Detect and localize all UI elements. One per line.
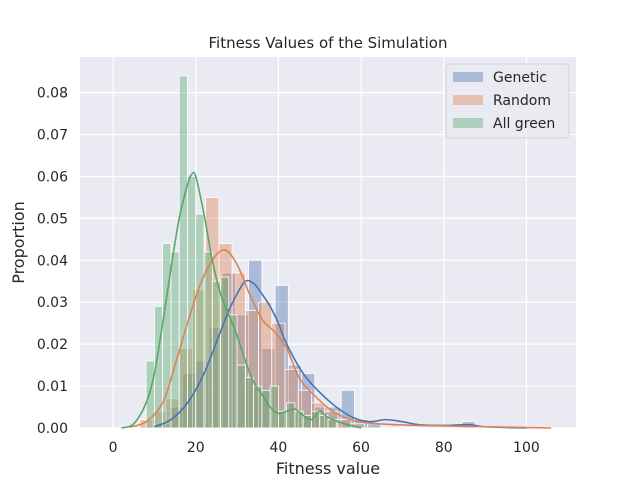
chart-title: Fitness Values of the Simulation xyxy=(208,34,447,52)
x-tick-label: 40 xyxy=(269,440,287,456)
histogram-bar xyxy=(269,385,279,429)
legend-box xyxy=(445,63,570,139)
density-curves xyxy=(121,171,552,429)
legend-swatch xyxy=(453,118,483,128)
y-tick-label: 0.01 xyxy=(37,379,68,395)
legend-label: Random xyxy=(493,93,551,109)
x-tick-label: 60 xyxy=(352,440,370,456)
histogram-bar xyxy=(236,364,246,429)
legend-swatch xyxy=(453,95,483,105)
y-axis-label: Proportion xyxy=(9,201,28,284)
x-tick-label: 20 xyxy=(187,440,205,456)
density-curve xyxy=(154,279,527,429)
legend: Genetic Random All green xyxy=(445,63,570,139)
density-curve xyxy=(129,249,552,429)
legend-swatch xyxy=(453,72,483,82)
x-tick-label: 100 xyxy=(513,440,540,456)
x-axis-label: Fitness value xyxy=(276,459,380,478)
histogram-bar xyxy=(203,251,213,429)
x-tick-label: 0 xyxy=(109,440,118,456)
y-tick-label: 0.06 xyxy=(37,169,68,185)
y-tick-label: 0.05 xyxy=(37,211,68,227)
density-curve xyxy=(121,171,362,429)
legend-label: All green xyxy=(493,116,555,132)
y-tick-label: 0.04 xyxy=(37,253,68,269)
y-tick-label: 0.07 xyxy=(37,128,68,144)
histogram-bar xyxy=(178,75,188,429)
histogram-bar xyxy=(302,415,312,429)
legend-label: Genetic xyxy=(493,70,547,86)
histogram-bar xyxy=(170,251,180,429)
y-tick-label: 0.00 xyxy=(37,421,68,437)
y-axis-ticks: 0.00 0.01 0.02 0.03 0.04 0.05 0.06 0.07 0.08 xyxy=(37,86,68,437)
x-tick-label: 80 xyxy=(435,440,453,456)
y-tick-label: 0.02 xyxy=(37,337,68,353)
y-tick-label: 0.03 xyxy=(37,295,68,311)
histogram-bar xyxy=(286,402,296,429)
x-axis-ticks: 0 20 40 60 80 100 xyxy=(109,440,540,456)
histogram-bar xyxy=(244,377,254,429)
histogram-bar xyxy=(211,280,221,429)
histogram-bar xyxy=(195,213,205,429)
y-tick-label: 0.08 xyxy=(37,86,68,102)
